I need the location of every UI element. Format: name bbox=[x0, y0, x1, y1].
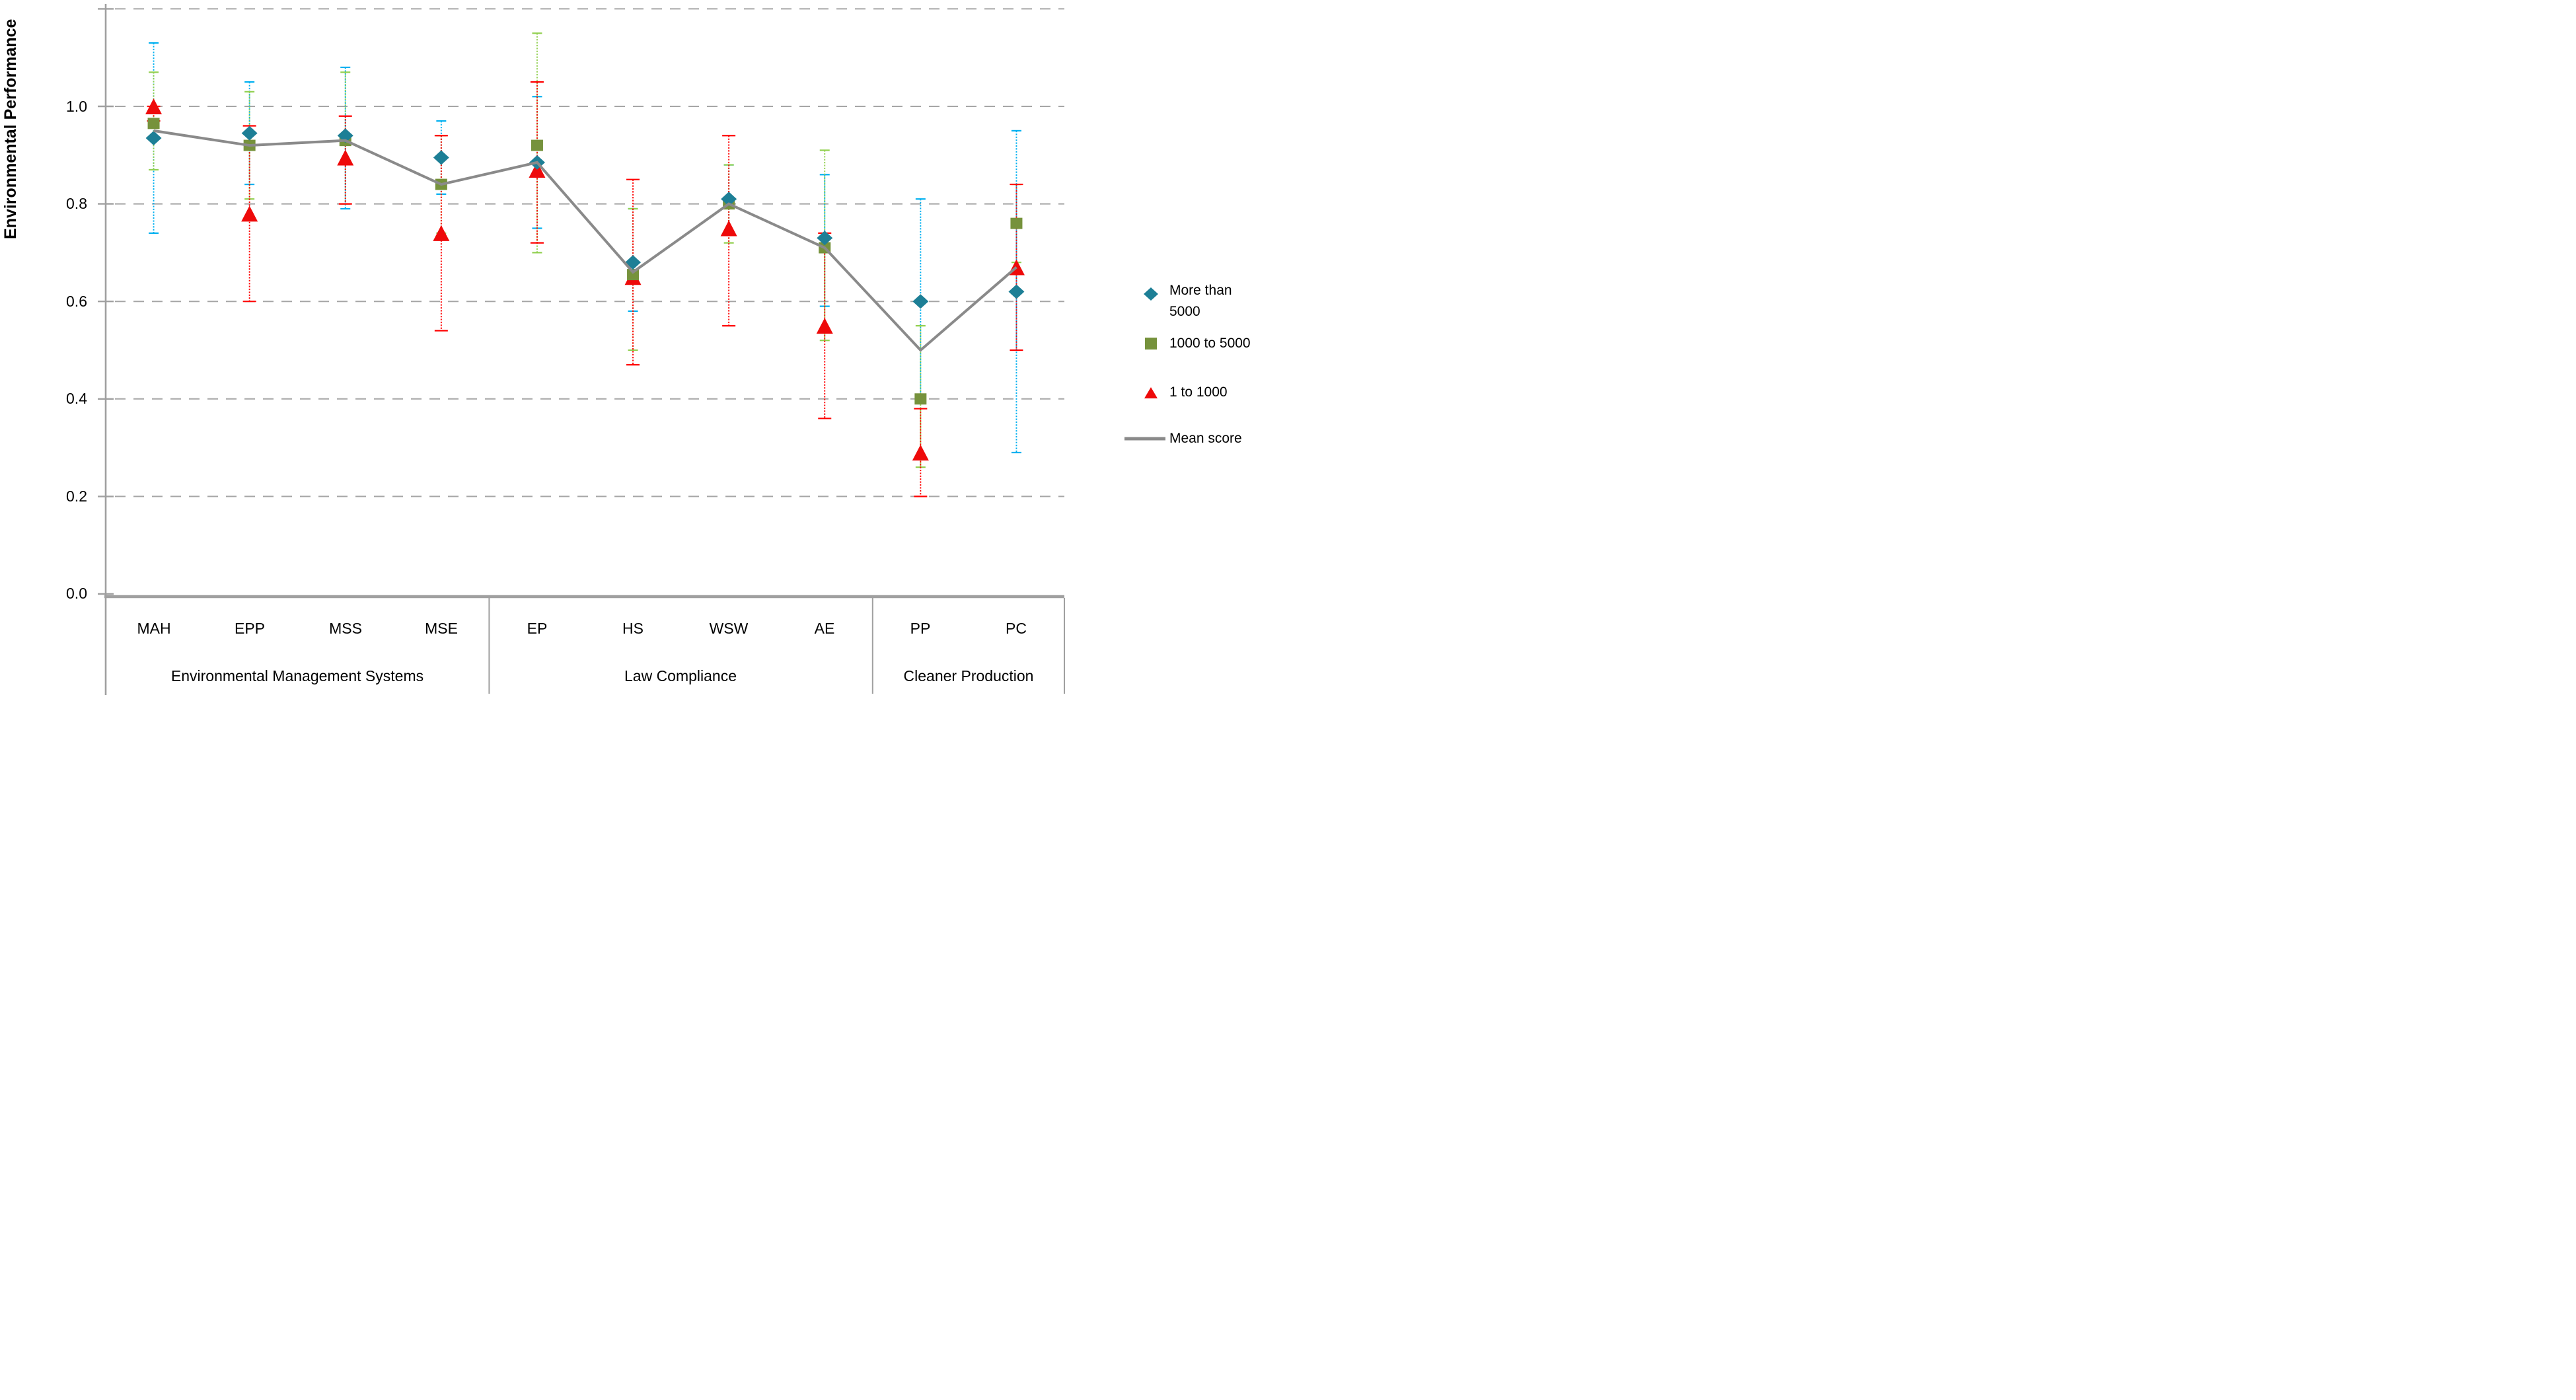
x-category-label: PC bbox=[1006, 620, 1027, 637]
diamond-marker bbox=[337, 128, 353, 143]
chart-figure: Environmental Performance 1.0 0.8 0.6 0.… bbox=[0, 0, 1288, 700]
triangle-marker bbox=[433, 225, 450, 241]
y-tick-label: 0.8 bbox=[66, 195, 87, 212]
square-marker bbox=[914, 393, 927, 405]
diamond-marker bbox=[433, 150, 449, 165]
y-tick-label: 0.2 bbox=[66, 488, 87, 505]
y-tick-label: 0.4 bbox=[66, 390, 87, 407]
legend-label-1000-to-5000: 1000 to 5000 bbox=[1169, 336, 1251, 351]
triangle-marker bbox=[816, 318, 833, 334]
diamond-marker bbox=[721, 192, 737, 207]
triangle-marker bbox=[720, 220, 737, 237]
mean-score-line bbox=[153, 129, 1017, 352]
diamond-marker bbox=[912, 294, 929, 309]
y-tick-label: 0.6 bbox=[66, 293, 87, 310]
square-marker bbox=[1010, 217, 1023, 229]
group-label-text: Cleaner Production bbox=[903, 667, 1034, 684]
x-category-label: HS bbox=[622, 620, 644, 637]
x-category-label: EPP bbox=[234, 620, 266, 637]
x-category-label: EP bbox=[527, 620, 548, 637]
group-label-text: Law Compliance bbox=[624, 667, 737, 684]
triangle-marker bbox=[241, 205, 258, 222]
legend-label-more-than-5000: More than 5000 bbox=[1169, 283, 1232, 319]
legend-label-mean-score: Mean score bbox=[1169, 431, 1242, 446]
triangle-marker bbox=[337, 149, 354, 166]
diamond-marker bbox=[1008, 284, 1025, 299]
legend-mean-line-icon bbox=[1124, 437, 1165, 441]
group-label-text: Environmental Management Systems bbox=[170, 667, 424, 684]
x-category-label: WSW bbox=[709, 620, 749, 637]
x-category-label: PP bbox=[910, 620, 931, 637]
diamond-marker bbox=[817, 231, 833, 246]
x-category-label: MAH bbox=[137, 620, 171, 637]
legend-square-icon bbox=[1145, 338, 1157, 350]
y-tick-label: 0.0 bbox=[66, 585, 87, 602]
legend-diamond-icon bbox=[1144, 287, 1158, 301]
square-marker bbox=[627, 269, 640, 281]
square-marker bbox=[147, 118, 160, 129]
x-category-label: MSS bbox=[329, 620, 362, 637]
y-axis-title: Environmental Performance bbox=[1, 18, 20, 239]
triangle-marker bbox=[912, 444, 929, 461]
y-tick-label: 1.0 bbox=[66, 98, 87, 115]
legend-label-1-to-1000: 1 to 1000 bbox=[1169, 385, 1228, 400]
chart-canvas bbox=[98, 4, 1065, 695]
diamond-marker bbox=[145, 130, 162, 145]
diamond-marker bbox=[241, 126, 258, 141]
x-category-label: MSE bbox=[425, 620, 458, 637]
x-category-label: AE bbox=[814, 620, 835, 637]
legend-triangle-icon bbox=[1144, 387, 1158, 398]
triangle-marker bbox=[529, 161, 546, 178]
square-marker bbox=[531, 139, 543, 151]
triangle-marker bbox=[145, 98, 163, 114]
